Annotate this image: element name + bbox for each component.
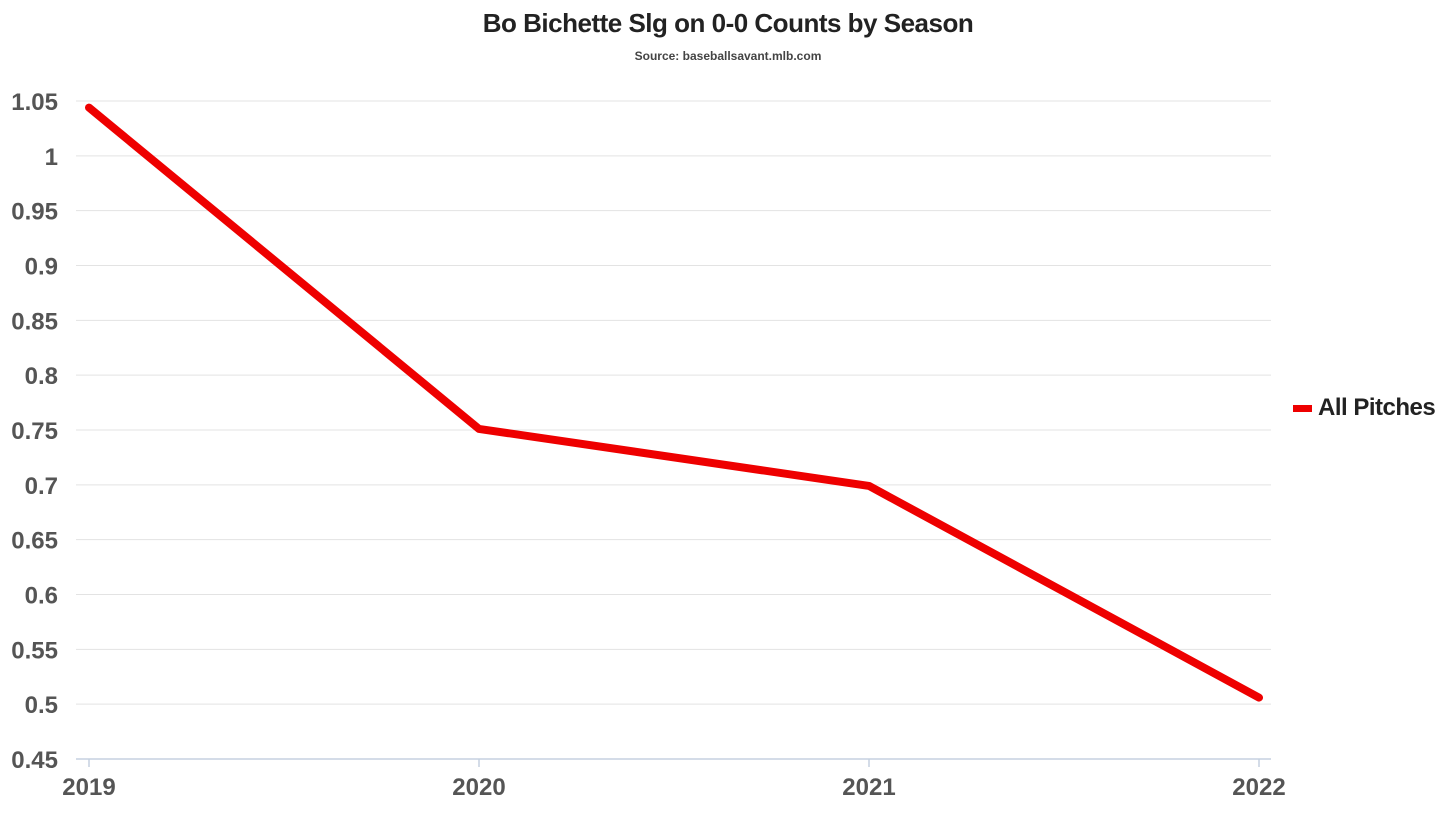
x-tick-label: 2021 — [842, 774, 895, 801]
y-tick-label: 0.85 — [11, 308, 58, 335]
y-tick-label: 0.7 — [25, 473, 58, 500]
grid-lines — [76, 100, 1271, 705]
y-tick-label: 0.9 — [25, 254, 58, 281]
x-axis — [76, 758, 1271, 767]
x-tick-label: 2020 — [452, 774, 505, 801]
y-tick-label: 0.6 — [25, 583, 58, 610]
legend-swatch-all-pitches — [1293, 404, 1312, 412]
legend-label-all-pitches: All Pitches — [1318, 394, 1436, 421]
y-tick-label: 0.55 — [11, 637, 58, 664]
y-tick-label: 1.05 — [11, 89, 58, 116]
x-axis-tick-labels: 2019 2020 2021 2022 — [62, 774, 1285, 801]
y-axis-tick-labels: 1.05 1 0.95 0.9 0.85 0.8 0.75 0.7 0.65 0.6 0.55 0.5… — [11, 89, 58, 774]
y-tick-label: 0.65 — [11, 528, 58, 555]
chart-subtitle: Source: baseballsavant.mlb.com — [634, 49, 822, 63]
series-lines — [85, 103, 1263, 702]
x-tick-label: 2019 — [62, 774, 115, 801]
series-line-all-pitches — [85, 103, 1263, 702]
y-tick-label: 0.8 — [25, 363, 58, 390]
y-tick-label: 0.5 — [25, 692, 58, 719]
x-tick-label: 2022 — [1232, 774, 1285, 801]
y-tick-label: 0.45 — [11, 747, 58, 774]
y-tick-label: 1 — [45, 144, 58, 171]
chart-title: Bo Bichette Slg on 0-0 Counts by Season — [482, 8, 974, 38]
y-tick-label: 0.75 — [11, 418, 58, 445]
legend: All Pitches — [1293, 393, 1436, 423]
y-tick-label: 0.95 — [11, 199, 58, 226]
